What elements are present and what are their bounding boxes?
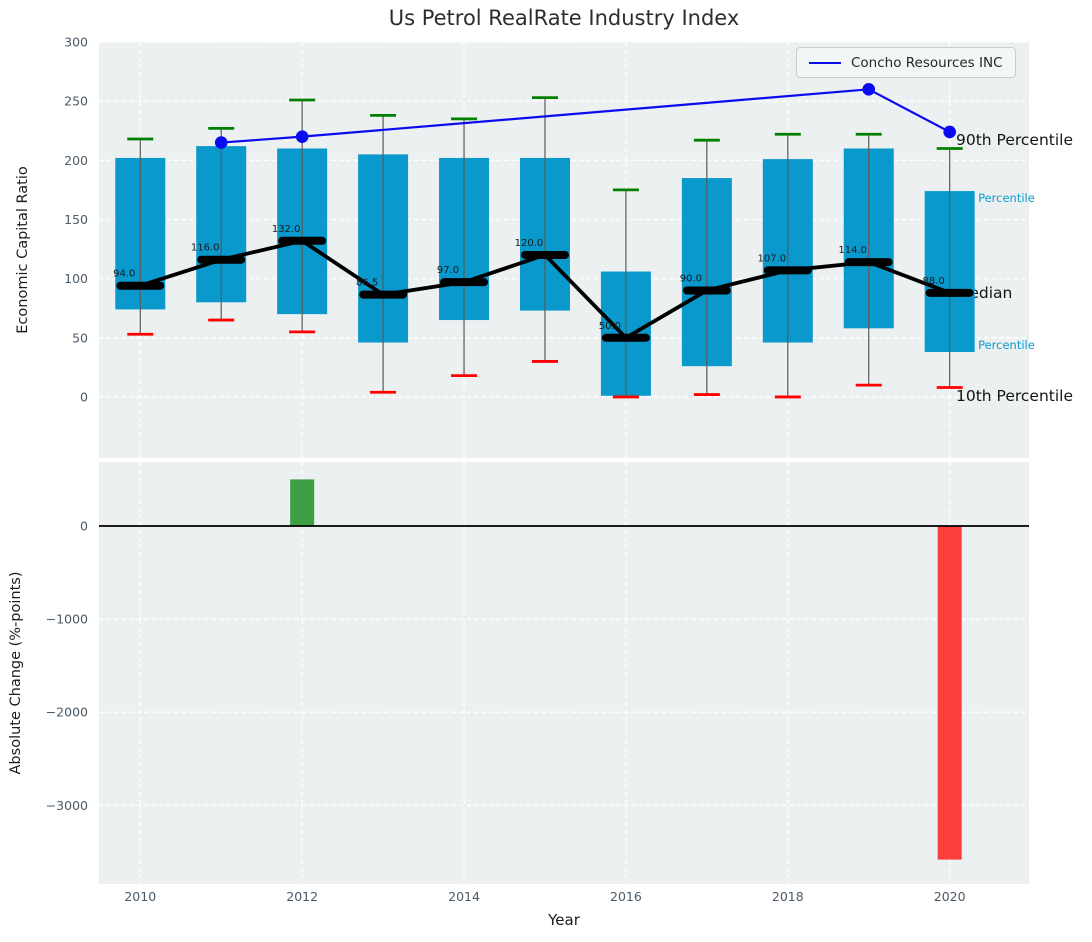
chart-title: Us Petrol RealRate Industry Index <box>388 6 740 30</box>
ytick-top-100: 100 <box>64 271 88 286</box>
company-line <box>221 88 951 144</box>
boxplot-marks: 94.0 116.0 132.0 86.5 97.0 120.0 50.0 90.0 107.0… <box>113 83 975 399</box>
median-label-2017: 90.0 <box>680 273 702 284</box>
company-point-2019 <box>862 83 876 96</box>
median-label-2010: 94.0 <box>113 269 135 280</box>
axis-tick-labels: 0 50 100 150 200 250 300 0 −1000 −2000 −3000 2010 20… <box>46 35 966 905</box>
company-point-2020 <box>943 125 956 139</box>
xtick-2016: 2016 <box>610 889 642 904</box>
y-axis-label-top: Economic Capital Ratio <box>15 166 31 334</box>
x-axis-label: Year <box>547 911 581 929</box>
legend: Concho Resources INC <box>796 47 1016 78</box>
xtick-2020: 2020 <box>934 889 966 904</box>
company-point-2012 <box>295 130 309 143</box>
xtick-2010: 2010 <box>124 889 156 904</box>
ytick-top-200: 200 <box>64 153 88 168</box>
ytick-top-0: 0 <box>80 389 88 404</box>
bottom-panel-bg <box>99 462 1029 884</box>
median-label-2012: 132.0 <box>272 224 301 235</box>
company-point-2011 <box>214 136 228 149</box>
ytick-bottom-−1000: −1000 <box>46 612 88 627</box>
xtick-2018: 2018 <box>772 889 804 904</box>
bar-2020 <box>937 525 962 860</box>
xtick-2012: 2012 <box>286 889 318 904</box>
ytick-bottom-−3000: −3000 <box>46 798 88 813</box>
ytick-bottom-−2000: −2000 <box>46 705 88 720</box>
y-axis-label-bottom: Absolute Change (%-points) <box>8 572 24 775</box>
median-label-2011: 116.0 <box>191 243 220 254</box>
ytick-top-50: 50 <box>72 330 88 345</box>
median-label-2015: 120.0 <box>515 238 544 249</box>
ytick-top-300: 300 <box>64 35 88 50</box>
ytick-top-150: 150 <box>64 212 88 227</box>
annotation-10th-percentile: 10th Percentile <box>956 387 1073 405</box>
ytick-top-250: 250 <box>64 94 88 109</box>
median-label-2018: 107.0 <box>757 253 786 264</box>
xtick-2014: 2014 <box>448 889 480 904</box>
bar-marks <box>99 479 1029 860</box>
ytick-bottom-0: 0 <box>80 518 88 533</box>
legend-label: Concho Resources INC <box>851 54 1003 71</box>
median-label-2019: 114.0 <box>838 245 867 256</box>
median-label-2016: 50.0 <box>599 321 621 332</box>
legend-line-sample <box>809 61 841 64</box>
median-label-2020: 88.0 <box>923 276 945 287</box>
median-label-2014: 97.0 <box>437 265 459 276</box>
bar-2012 <box>290 479 315 526</box>
annotation-90th-percentile: 90th Percentile <box>956 131 1073 149</box>
median-label-2013: 86.5 <box>356 278 378 289</box>
